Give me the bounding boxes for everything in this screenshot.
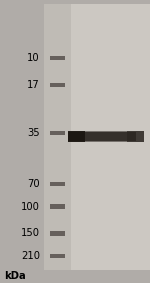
Bar [127,131,144,142]
Bar [68,131,144,142]
Text: 210: 210 [21,251,40,261]
Text: 10: 10 [27,53,40,63]
Bar [50,182,64,186]
Bar [68,132,136,141]
Bar [70,4,150,270]
Bar [50,83,64,87]
Bar [50,204,64,209]
Text: 150: 150 [21,228,40,239]
Text: 70: 70 [27,179,40,189]
Text: 100: 100 [21,201,40,212]
Bar [44,4,150,270]
Bar [44,4,70,270]
Bar [50,254,64,258]
Bar [68,131,85,142]
Bar [50,231,64,236]
Bar [50,56,64,60]
Text: kDa: kDa [4,271,26,281]
Bar [50,131,64,135]
Text: 17: 17 [27,80,40,90]
Text: 35: 35 [27,128,40,138]
